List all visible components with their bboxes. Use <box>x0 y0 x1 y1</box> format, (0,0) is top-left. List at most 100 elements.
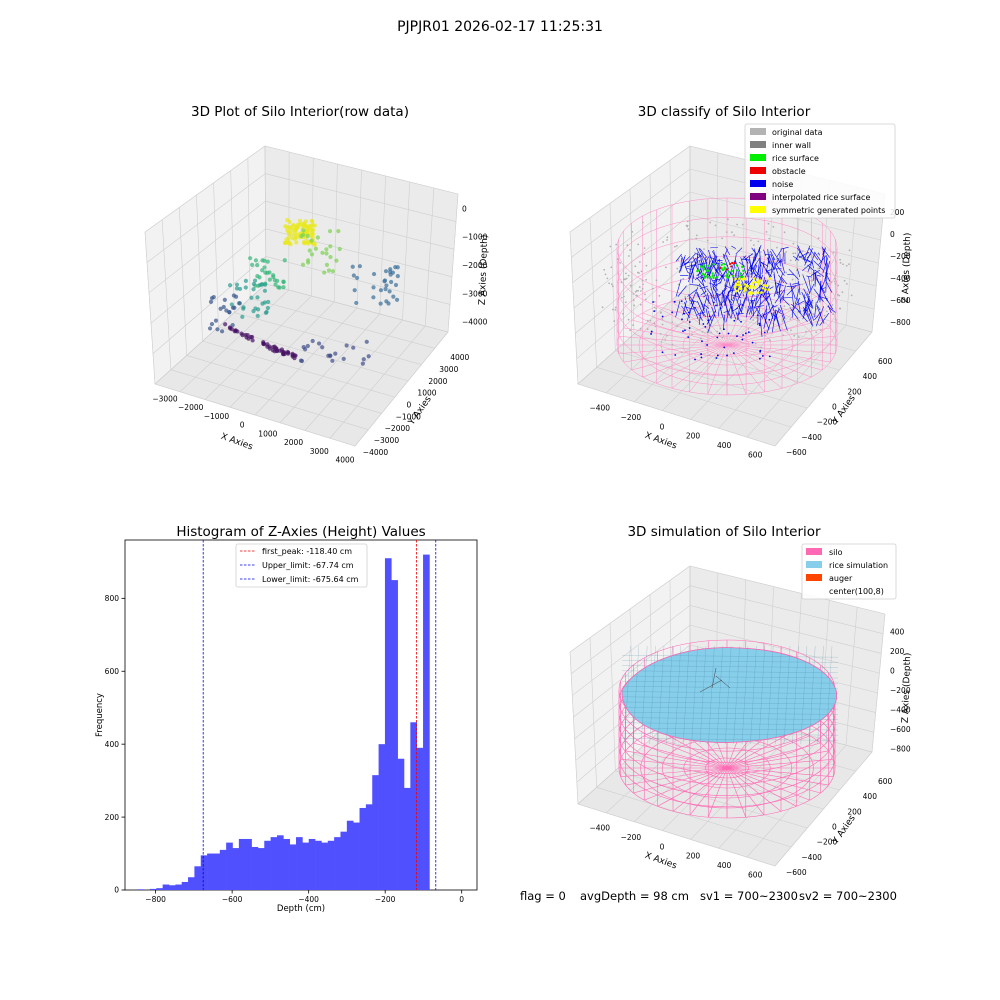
classify-point-original <box>836 293 839 296</box>
classify-point-original <box>719 327 722 330</box>
tick-label: 200 <box>847 387 862 396</box>
silo-floor-spoke <box>726 336 836 346</box>
simulation-legend-item: silo <box>806 548 843 557</box>
classify-noise-streak <box>797 310 808 323</box>
classify-point-noise <box>723 346 726 349</box>
classify-noise-streak <box>808 313 814 327</box>
classify-point-original <box>645 278 648 281</box>
classify-noise-streak <box>701 293 709 314</box>
silo-floor-spoke <box>625 767 728 786</box>
classify-noise-streak <box>688 264 693 279</box>
classify-noise-streak <box>822 287 826 290</box>
silo-floor-spoke <box>642 344 728 378</box>
classify-noise-streak <box>697 263 703 277</box>
raw-point <box>281 279 286 284</box>
histogram-bar <box>194 866 202 890</box>
classify-point-noise <box>758 322 761 325</box>
classify-noise-streak <box>684 301 688 312</box>
grid-line <box>577 383 776 447</box>
classify-point-original <box>629 284 632 287</box>
raw-panel-title: 3D Plot of Silo Interior(row data) <box>191 104 409 120</box>
classify-point-original <box>797 336 800 338</box>
grid-line <box>774 751 873 867</box>
histogram-y-tick-label: 600 <box>105 667 120 676</box>
classify-noise-streak <box>689 256 698 279</box>
raw-point <box>255 263 260 268</box>
classify-point-noise <box>681 318 683 321</box>
classify-noise-streak <box>717 308 720 317</box>
raw-point <box>250 262 255 268</box>
classify-point-original <box>643 247 646 250</box>
grid-line <box>356 169 362 309</box>
histogram-bar <box>423 554 430 890</box>
classify-noise-streak <box>791 303 802 313</box>
tick-label: −3000 <box>152 394 178 403</box>
classify-noise-streak <box>732 254 737 275</box>
status-sv2: sv2 = 700~2300 <box>799 889 897 903</box>
classify-point-original <box>653 306 656 309</box>
histogram-bar <box>327 840 335 890</box>
classify-noise-streak <box>755 262 762 280</box>
tick-label: 0 <box>462 204 467 213</box>
raw-point <box>237 301 242 306</box>
raw-point <box>307 248 312 253</box>
classify-point-symmetric <box>756 291 759 295</box>
classify-point-obstacle <box>730 265 733 268</box>
classify-point-original <box>759 251 762 253</box>
classify-point-original <box>736 223 739 226</box>
raw-point <box>337 246 342 252</box>
raw-point <box>209 321 215 327</box>
raw-point <box>312 242 317 247</box>
legend-label-inner-wall: inner wall <box>772 141 811 150</box>
simulation-rice-surface <box>621 645 839 745</box>
tick-label: 400 <box>890 628 905 637</box>
classify-noise-streak <box>700 254 704 272</box>
raw-point <box>290 354 295 359</box>
grid-line <box>615 770 808 829</box>
rice-mesh-line <box>817 645 824 745</box>
grid-line <box>572 605 691 696</box>
rice-mesh-line <box>792 645 799 745</box>
classify-point-noise <box>715 304 717 307</box>
classify-noise-streak <box>708 270 712 288</box>
tick-label: −600 <box>786 868 807 877</box>
raw-3d-axes <box>144 145 459 447</box>
classify-x-label: X Axies <box>643 431 678 452</box>
classify-noise-streak <box>731 245 737 249</box>
raw-point <box>300 262 306 267</box>
silo-floor-spoke <box>707 295 728 346</box>
histogram-y-tick-label: 0 <box>114 886 119 895</box>
raw-point <box>262 288 268 293</box>
raw-point <box>223 322 228 327</box>
classify-point-noise <box>688 327 691 329</box>
classify-point-original <box>610 283 613 286</box>
tick-label: 2000 <box>284 438 303 447</box>
classify-point-symmetric <box>740 278 744 281</box>
simulation-legend-item: rice simulation <box>806 561 888 570</box>
classify-point-noise <box>751 341 754 344</box>
grid-line <box>573 624 691 718</box>
raw-point <box>255 313 260 319</box>
histogram-bar <box>162 884 170 890</box>
legend-label-original-data: original data <box>772 128 823 137</box>
classify-point-original <box>811 301 814 304</box>
classify-point-original <box>632 299 635 302</box>
classify-noise-streak <box>697 300 704 316</box>
classify-point-symmetric <box>733 286 737 289</box>
silo-floor-spoke <box>726 344 836 354</box>
classify-noise-streak <box>688 294 694 303</box>
classify-point-symmetric <box>764 288 767 291</box>
classify-legend-item: rice surface <box>750 154 819 163</box>
classify-noise-streak <box>767 291 775 312</box>
classify-point-original <box>653 300 656 303</box>
classify-noise-streak <box>715 266 722 283</box>
tick-label: −1000 <box>396 412 422 421</box>
classify-noise-streak <box>760 311 770 318</box>
classify-point-original <box>624 301 627 304</box>
grid-line <box>265 256 451 305</box>
figure-suptitle: PJPJR01 2026-02-17 11:25:31 <box>397 19 603 35</box>
classify-noise-streak <box>748 260 757 277</box>
classify-z-ticks: 200 0 −200 −400 −600 −800 <box>890 208 911 327</box>
histogram-bar <box>169 885 176 890</box>
classify-noise-streak <box>767 249 770 265</box>
